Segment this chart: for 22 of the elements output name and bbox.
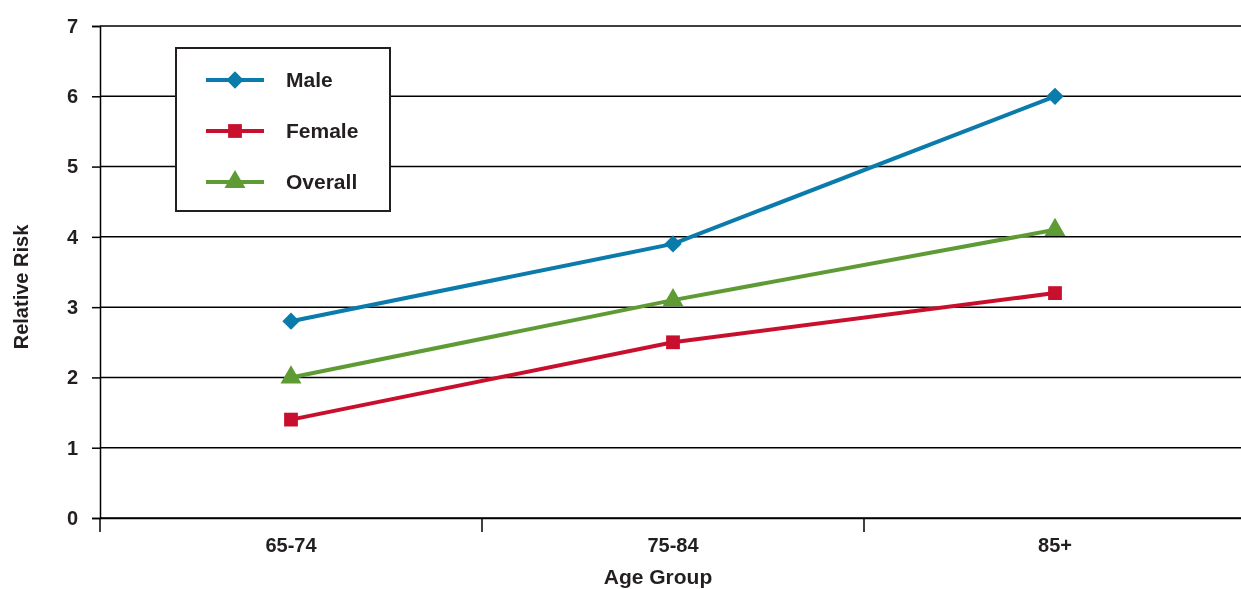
- y-tick-label: 6: [66, 85, 78, 108]
- y-tick-label: 3: [66, 296, 78, 319]
- point: [664, 235, 682, 253]
- y-tick-label: 4: [66, 225, 79, 248]
- x-axis-title: Age Group: [603, 565, 713, 588]
- x-tick-label: 85+: [1038, 534, 1072, 557]
- point: [284, 412, 298, 427]
- point: [1048, 286, 1062, 300]
- y-axis-title: Relative Risk: [10, 223, 32, 350]
- y-tick-label: 0: [66, 506, 78, 529]
- x-tick-label: 75-84: [647, 534, 700, 557]
- x-tick-label: 65-74: [265, 534, 318, 557]
- y-tick-label: 5: [66, 155, 78, 178]
- y-tick-label: 2: [66, 366, 78, 389]
- legend-label: Male: [286, 68, 333, 91]
- point: [666, 335, 680, 350]
- legend-label: Overall: [286, 170, 358, 193]
- point: [282, 312, 300, 330]
- y-tick-label: 1: [66, 436, 78, 459]
- point: [1046, 87, 1064, 105]
- legend-label: Female: [286, 119, 359, 142]
- y-tick-label: 7: [66, 14, 78, 37]
